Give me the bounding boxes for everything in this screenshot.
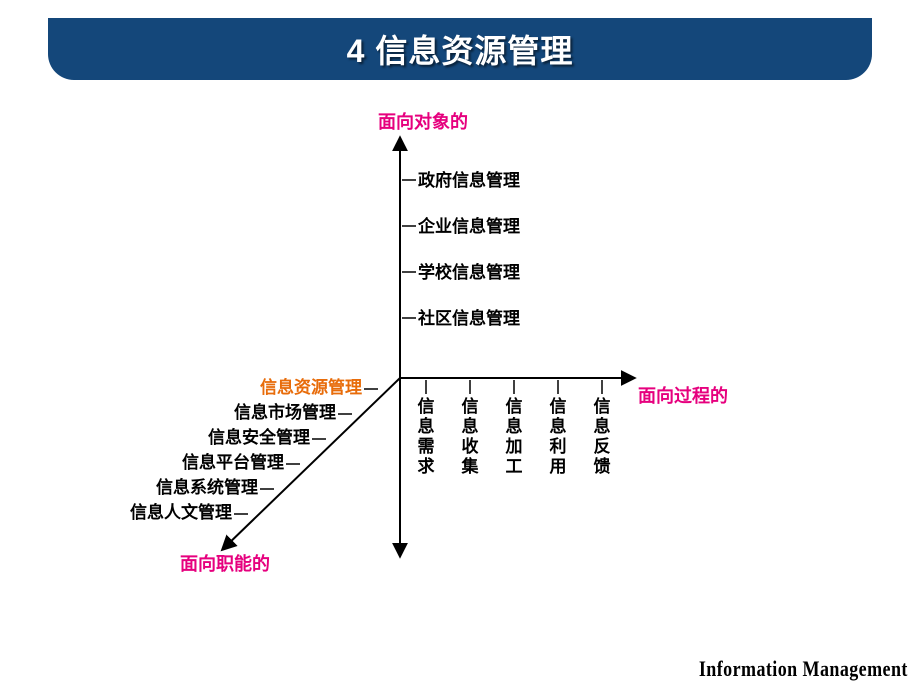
x-item-char: 需 bbox=[418, 437, 435, 456]
footer-text: Information Management bbox=[699, 656, 908, 682]
x-item-char: 息 bbox=[506, 416, 523, 436]
x-item-char: 息 bbox=[594, 416, 611, 436]
z-item-label: 信息人文管理 bbox=[130, 502, 232, 522]
z-item-label: 信息市场管理 bbox=[234, 402, 336, 422]
x-item-char: 反 bbox=[594, 437, 611, 456]
x-item-char: 用 bbox=[550, 457, 567, 476]
z-item-label: 信息资源管理 bbox=[260, 377, 362, 397]
page-title: 4 信息资源管理 bbox=[347, 26, 574, 72]
x-item-char: 信 bbox=[594, 396, 611, 416]
z-item-label: 信息安全管理 bbox=[208, 427, 310, 447]
x-item-char: 利 bbox=[550, 436, 567, 456]
x-item-char: 馈 bbox=[594, 456, 611, 476]
z-item-label: 信息系统管理 bbox=[156, 477, 258, 497]
y-item-label: 企业信息管理 bbox=[417, 216, 520, 236]
x-item-char: 加 bbox=[505, 437, 523, 456]
x-item-char: 信 bbox=[418, 396, 435, 416]
title-banner: 4 信息资源管理 bbox=[48, 18, 872, 80]
x-item-char: 信 bbox=[462, 396, 479, 416]
three-axis-diagram: 政府信息管理企业信息管理学校信息管理社区信息管理 信息需求信息收集信息加工信息利… bbox=[0, 100, 920, 600]
y-item-label: 学校信息管理 bbox=[418, 262, 520, 282]
z-item-label: 信息平台管理 bbox=[182, 452, 284, 472]
x-item-char: 集 bbox=[461, 456, 480, 476]
z-axis-label: 面向职能的 bbox=[180, 553, 270, 574]
x-item-char: 信 bbox=[550, 396, 567, 416]
x-item-char: 息 bbox=[550, 416, 567, 436]
y-axis-label: 面向对象的 bbox=[378, 111, 468, 132]
x-item-char: 信 bbox=[506, 396, 523, 416]
y-item-label: 政府信息管理 bbox=[418, 170, 520, 190]
slide: 4 信息资源管理 政府信息管理企业信息管理学校信息管理社区信息管理 信息需求信息… bbox=[0, 0, 920, 690]
x-item-char: 求 bbox=[418, 456, 435, 476]
x-item-char: 息 bbox=[462, 416, 479, 436]
x-item-char: 收 bbox=[462, 436, 479, 456]
x-item-char: 工 bbox=[506, 457, 523, 476]
x-item-char: 息 bbox=[418, 416, 435, 436]
x-axis-label: 面向过程的 bbox=[638, 385, 728, 406]
y-item-label: 社区信息管理 bbox=[417, 308, 520, 328]
